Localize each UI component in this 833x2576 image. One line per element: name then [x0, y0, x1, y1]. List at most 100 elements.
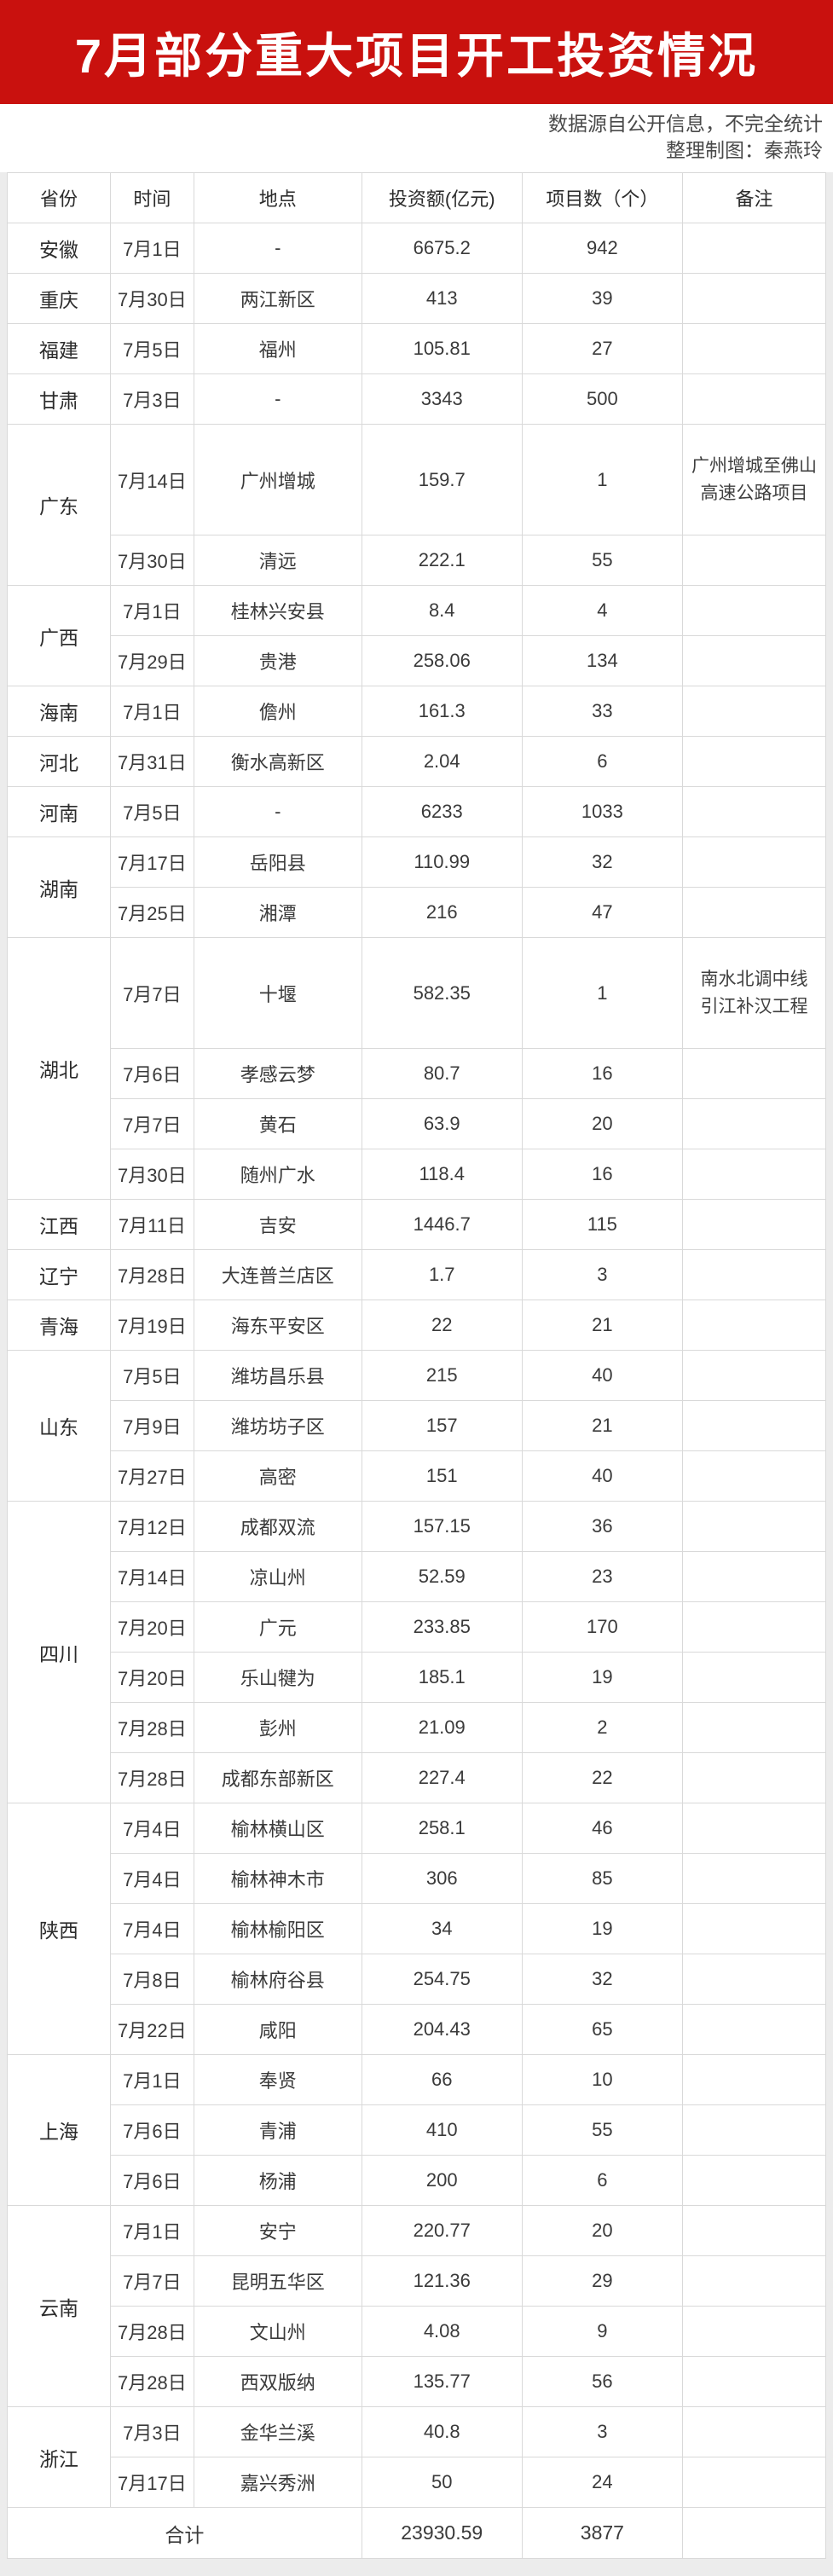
province-cell: 河北	[7, 736, 111, 787]
table-row: 浙江 7月3日 金华兰溪 40.8 3	[7, 2406, 827, 2508]
amount-cell: 157.15	[361, 1501, 523, 1552]
count-cell: 115	[521, 1199, 683, 1250]
date-cell: 7月20日	[109, 1601, 194, 1653]
count-cell: 21	[521, 1400, 683, 1451]
note-cell	[681, 1199, 827, 1250]
table-row: 广东 7月14日 广州增城 159.7 1 广州增城至佛山 高速公路项目	[7, 424, 827, 586]
table-row: 上海 7月1日 奉贤 66 10	[7, 2054, 827, 2206]
date-cell: 7月12日	[109, 1501, 194, 1552]
count-cell: 16	[521, 1149, 683, 1200]
amount-cell: 1.7	[361, 1249, 523, 1300]
province-cell: 广西	[7, 585, 111, 686]
place-cell: 清远	[193, 535, 362, 586]
date-cell: 7月1日	[109, 2205, 194, 2256]
note-cell	[681, 1098, 827, 1149]
amount-cell: 34	[361, 1903, 523, 1954]
amount-cell: 220.77	[361, 2205, 523, 2256]
count-cell: 6	[521, 736, 683, 787]
table-row: 7月8日 榆林府谷县 254.75 32	[8, 1954, 827, 2005]
header-count: 项目数（个）	[521, 172, 683, 223]
note-cell	[681, 1048, 827, 1099]
count-cell: 1033	[521, 786, 683, 837]
total-label: 合计	[7, 2507, 362, 2559]
place-cell: 大连普兰店区	[193, 1249, 362, 1300]
count-cell: 3	[521, 1249, 683, 1300]
date-cell: 7月5日	[109, 1350, 194, 1401]
place-cell: 孝感云梦	[193, 1048, 362, 1099]
note-cell	[681, 1803, 827, 1854]
province-cell: 广东	[7, 424, 111, 586]
note-cell	[681, 2457, 827, 2508]
date-cell: 7月29日	[109, 635, 194, 686]
note-cell: 广州增城至佛山 高速公路项目	[681, 424, 827, 535]
place-cell: 吉安	[193, 1199, 362, 1250]
table-row: 7月6日 孝感云梦 80.7 16	[8, 1048, 827, 1099]
note-cell	[681, 2356, 827, 2407]
place-cell: 昆明五华区	[193, 2255, 362, 2307]
place-cell: 贵港	[193, 635, 362, 686]
province-cell: 四川	[7, 1501, 111, 1803]
count-cell: 36	[521, 1501, 683, 1552]
province-cell: 青海	[7, 1300, 111, 1351]
table-row: 海南 7月1日 儋州 161.3 33	[7, 686, 827, 737]
note-cell	[681, 2406, 827, 2457]
count-cell: 170	[521, 1601, 683, 1653]
place-cell: 榆林横山区	[193, 1803, 362, 1854]
table-body: 安徽 7月1日 -6675.2 942 重庆 7月30日 两江新区 413 39 福建 7月5日 福州…	[7, 223, 827, 2559]
amount-cell: 216	[361, 887, 523, 938]
note-cell	[681, 1702, 827, 1753]
table-row: 广西 7月1日 桂林兴安县 8.4 4	[7, 585, 827, 686]
amount-cell: 40.8	[361, 2406, 523, 2457]
note-cell	[681, 786, 827, 837]
province-cell: 辽宁	[7, 1249, 111, 1300]
date-cell: 7月28日	[109, 2306, 194, 2357]
date-cell: 7月6日	[109, 2104, 194, 2156]
date-cell: 7月17日	[109, 836, 194, 888]
date-cell: 7月30日	[109, 273, 194, 324]
place-cell: 随州广水	[193, 1149, 362, 1200]
count-cell: 27	[521, 323, 683, 374]
note-cell	[681, 1954, 827, 2005]
note-cell	[681, 836, 827, 888]
note-cell	[681, 1601, 827, 1653]
table-row: 7月22日 咸阳 204.43 65	[8, 2004, 827, 2055]
date-cell: 7月20日	[109, 1652, 194, 1703]
date-cell: 7月7日	[109, 1098, 194, 1149]
place-cell: 衡水高新区	[193, 736, 362, 787]
table-row: 江西 7月11日 吉安 1446.7 115	[7, 1199, 827, 1250]
province-cell: 甘肃	[7, 373, 111, 425]
count-cell: 32	[521, 1954, 683, 2005]
note-cell	[681, 1450, 827, 1502]
province-cell: 山东	[7, 1350, 111, 1502]
place-cell: 黄石	[193, 1098, 362, 1149]
place-cell: 乐山犍为	[193, 1652, 362, 1703]
count-cell: 55	[521, 535, 683, 586]
date-cell: 7月1日	[109, 2054, 194, 2105]
note-cell	[681, 2054, 827, 2105]
place-cell: 嘉兴秀洲	[193, 2457, 362, 2508]
table-row: 7月28日 西双版纳 135.77 56	[8, 2356, 827, 2407]
note-cell	[681, 1249, 827, 1300]
note-cell	[681, 1300, 827, 1351]
date-cell: 7月5日	[109, 786, 194, 837]
table-row: 福建 7月5日 福州 105.81 27	[7, 323, 827, 374]
header-place: 地点	[193, 172, 362, 223]
table-row: 云南 7月1日 安宁 220.77 20	[7, 2205, 827, 2407]
count-cell: 46	[521, 1803, 683, 1854]
table-row: 陕西 7月4日 榆林横山区 258.1 46	[7, 1803, 827, 2055]
place-cell: -	[193, 373, 362, 425]
meta-block: 数据源自公开信息，不完全统计 整理制图：秦燕玲	[0, 104, 833, 172]
amount-cell: 52.59	[361, 1551, 523, 1602]
province-cell: 上海	[7, 2054, 111, 2206]
date-cell: 7月4日	[109, 1803, 194, 1854]
amount-cell: 159.7	[361, 424, 523, 535]
page-title: 7月部分重大项目开工投资情况	[74, 28, 759, 83]
count-cell: 56	[521, 2356, 683, 2407]
place-cell: 高密	[193, 1450, 362, 1502]
amount-cell: 135.77	[361, 2356, 523, 2407]
place-cell: -	[193, 786, 362, 837]
date-cell: 7月19日	[109, 1300, 194, 1351]
count-cell: 134	[521, 635, 683, 686]
table-row: 甘肃 7月3日 -3343 500	[7, 373, 827, 425]
note-cell	[681, 1853, 827, 1904]
